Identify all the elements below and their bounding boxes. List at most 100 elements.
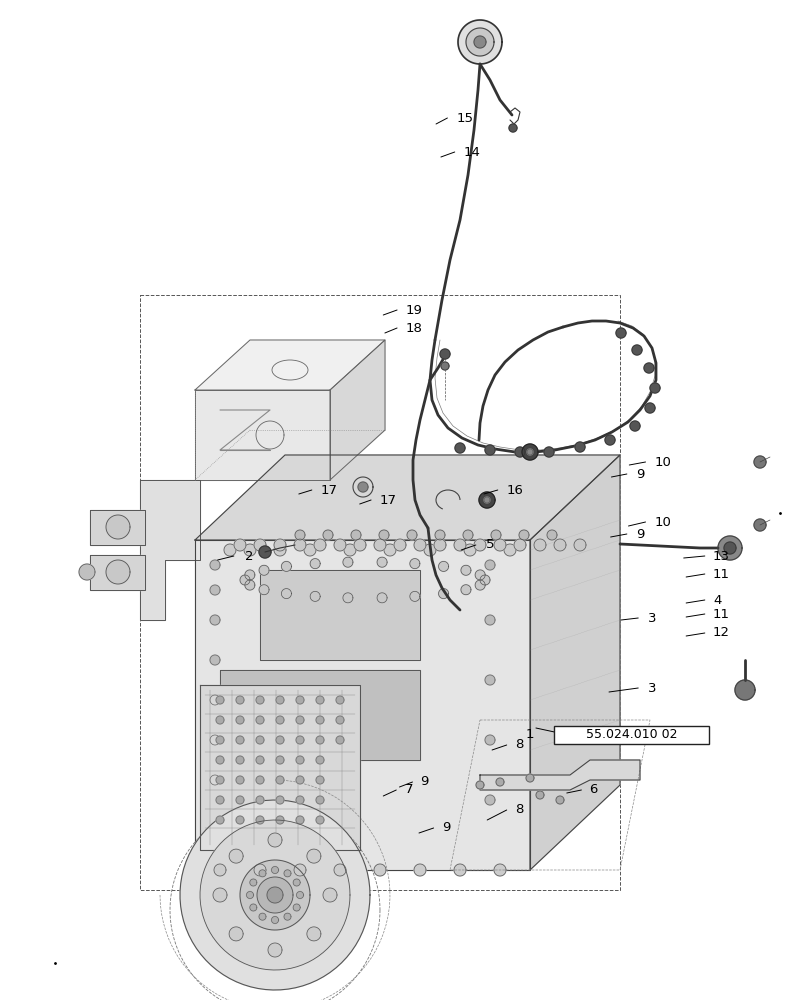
Polygon shape: [547, 530, 556, 540]
Polygon shape: [281, 561, 291, 571]
Polygon shape: [553, 539, 565, 551]
Polygon shape: [139, 480, 200, 620]
Polygon shape: [255, 796, 264, 804]
Text: 1: 1: [525, 728, 533, 742]
Text: 19: 19: [406, 304, 423, 316]
Polygon shape: [406, 530, 417, 540]
Polygon shape: [79, 564, 95, 580]
Text: 5: 5: [485, 538, 493, 552]
Text: 3: 3: [647, 611, 655, 624]
Polygon shape: [284, 913, 290, 920]
Polygon shape: [543, 447, 553, 457]
Polygon shape: [240, 860, 310, 930]
Polygon shape: [195, 540, 530, 870]
Text: 13: 13: [712, 550, 729, 562]
Bar: [553, 726, 708, 744]
Text: 12: 12: [712, 626, 729, 640]
Text: 2: 2: [245, 550, 253, 562]
Polygon shape: [210, 775, 220, 785]
Polygon shape: [631, 345, 642, 355]
Polygon shape: [296, 716, 303, 724]
Polygon shape: [210, 735, 220, 745]
Polygon shape: [379, 530, 388, 540]
Polygon shape: [250, 879, 256, 886]
Polygon shape: [216, 756, 224, 764]
Polygon shape: [236, 816, 243, 824]
Polygon shape: [195, 340, 384, 390]
Polygon shape: [323, 888, 337, 902]
Polygon shape: [200, 820, 350, 970]
Polygon shape: [616, 328, 625, 338]
Text: 11: 11: [712, 568, 729, 580]
Polygon shape: [276, 816, 284, 824]
Polygon shape: [90, 555, 145, 590]
Polygon shape: [604, 435, 614, 445]
Polygon shape: [323, 530, 333, 540]
Polygon shape: [245, 570, 255, 580]
Polygon shape: [106, 560, 130, 584]
Polygon shape: [483, 497, 489, 503]
Text: 10: 10: [654, 456, 671, 468]
Polygon shape: [440, 362, 448, 370]
Polygon shape: [496, 778, 504, 786]
Polygon shape: [521, 444, 538, 460]
Polygon shape: [210, 655, 220, 665]
Polygon shape: [255, 716, 264, 724]
Text: 9: 9: [635, 528, 643, 540]
Polygon shape: [216, 696, 224, 704]
Polygon shape: [753, 519, 765, 531]
Polygon shape: [717, 536, 741, 560]
Polygon shape: [358, 482, 367, 492]
Polygon shape: [484, 615, 495, 625]
Polygon shape: [474, 580, 484, 590]
Polygon shape: [296, 816, 303, 824]
Polygon shape: [271, 917, 278, 923]
Polygon shape: [574, 442, 584, 452]
Text: 8: 8: [514, 738, 522, 752]
Polygon shape: [106, 515, 130, 539]
Polygon shape: [234, 539, 246, 551]
Text: 16: 16: [506, 484, 523, 496]
Polygon shape: [461, 565, 470, 575]
Polygon shape: [440, 349, 449, 359]
Polygon shape: [478, 492, 495, 508]
Polygon shape: [250, 904, 256, 911]
Polygon shape: [734, 680, 754, 700]
Polygon shape: [315, 816, 324, 824]
Polygon shape: [504, 544, 515, 556]
Polygon shape: [315, 696, 324, 704]
Polygon shape: [393, 539, 406, 551]
Polygon shape: [247, 892, 253, 898]
Polygon shape: [336, 736, 344, 744]
Polygon shape: [493, 539, 505, 551]
Polygon shape: [310, 559, 320, 569]
Polygon shape: [224, 544, 236, 556]
Polygon shape: [259, 546, 271, 558]
Polygon shape: [493, 864, 505, 876]
Polygon shape: [556, 796, 564, 804]
Polygon shape: [435, 530, 444, 540]
Polygon shape: [410, 559, 419, 569]
Polygon shape: [276, 696, 284, 704]
Polygon shape: [268, 943, 281, 957]
Polygon shape: [216, 716, 224, 724]
Polygon shape: [376, 557, 387, 567]
Polygon shape: [240, 575, 250, 585]
Polygon shape: [474, 539, 486, 551]
Text: 10: 10: [654, 516, 671, 528]
Polygon shape: [315, 796, 324, 804]
Text: 15: 15: [456, 112, 473, 125]
Polygon shape: [257, 877, 293, 913]
Polygon shape: [438, 561, 448, 571]
Polygon shape: [463, 544, 475, 556]
Polygon shape: [526, 774, 534, 782]
Polygon shape: [276, 776, 284, 784]
Polygon shape: [210, 560, 220, 570]
Polygon shape: [314, 539, 325, 551]
Text: 9: 9: [442, 821, 450, 834]
Polygon shape: [271, 867, 278, 873]
Polygon shape: [254, 539, 266, 551]
Polygon shape: [236, 796, 243, 804]
Polygon shape: [236, 736, 243, 744]
Polygon shape: [484, 560, 495, 570]
